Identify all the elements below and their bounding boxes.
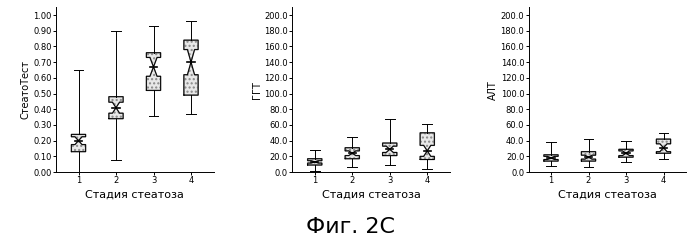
Polygon shape [146, 53, 160, 90]
Text: Фиг. 2С: Фиг. 2С [305, 217, 395, 237]
X-axis label: Стадия стеатоза: Стадия стеатоза [321, 190, 421, 199]
X-axis label: Стадия стеатоза: Стадия стеатоза [558, 190, 657, 199]
Polygon shape [307, 159, 322, 165]
X-axis label: Стадия стеатоза: Стадия стеатоза [85, 190, 184, 199]
Y-axis label: АЛТ: АЛТ [488, 80, 498, 99]
Polygon shape [184, 40, 198, 95]
Y-axis label: ГГТ: ГГТ [251, 81, 262, 98]
Polygon shape [544, 155, 558, 161]
Polygon shape [71, 134, 85, 152]
Polygon shape [383, 143, 397, 156]
Polygon shape [109, 97, 123, 119]
Polygon shape [582, 152, 596, 161]
Polygon shape [657, 139, 671, 153]
Polygon shape [420, 133, 435, 159]
Y-axis label: СтеатоТест: СтеатоТест [20, 60, 31, 119]
Polygon shape [619, 149, 633, 157]
Polygon shape [345, 148, 359, 159]
